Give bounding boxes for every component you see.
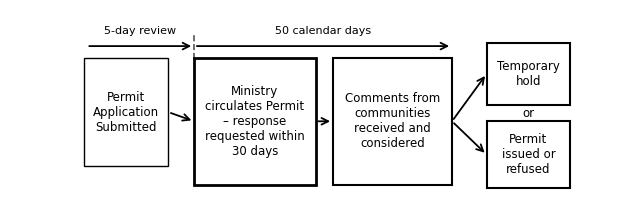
FancyBboxPatch shape xyxy=(194,58,316,185)
FancyBboxPatch shape xyxy=(486,121,570,188)
Text: 5-day review: 5-day review xyxy=(104,26,177,36)
Text: Temporary
hold: Temporary hold xyxy=(497,60,560,88)
Text: 50 calendar days: 50 calendar days xyxy=(275,26,371,36)
FancyBboxPatch shape xyxy=(486,43,570,105)
FancyBboxPatch shape xyxy=(84,58,168,166)
Text: Comments from
communities
received and
considered: Comments from communities received and c… xyxy=(345,92,440,150)
Text: Ministry
circulates Permit
– response
requested within
30 days: Ministry circulates Permit – response re… xyxy=(205,85,305,158)
Text: Permit
issued or
refused: Permit issued or refused xyxy=(502,133,556,176)
Text: or: or xyxy=(522,107,534,120)
Text: Permit
Application
Submitted: Permit Application Submitted xyxy=(93,90,159,134)
FancyBboxPatch shape xyxy=(333,58,452,185)
